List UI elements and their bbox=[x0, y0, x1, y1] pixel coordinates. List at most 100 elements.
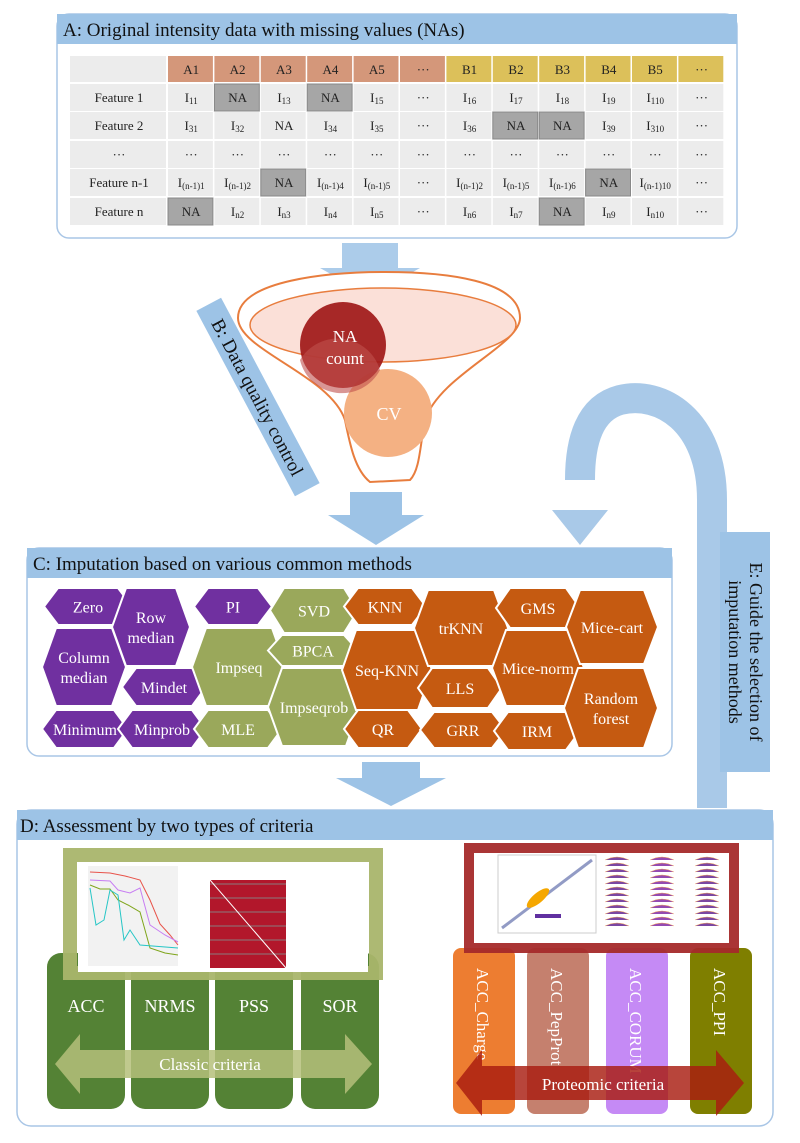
ridgeline bbox=[694, 880, 720, 885]
line-plot bbox=[88, 866, 178, 966]
cell-value: ··· bbox=[695, 147, 708, 162]
table-cell bbox=[260, 84, 306, 111]
table-cell bbox=[446, 84, 492, 111]
density-core bbox=[526, 888, 550, 908]
cell-subscript: (n-1)1 bbox=[182, 181, 205, 191]
column-header bbox=[307, 56, 353, 82]
method-label: Zero bbox=[73, 600, 103, 617]
cell-value: ··· bbox=[649, 147, 662, 162]
table-cell bbox=[353, 141, 399, 168]
table-cell bbox=[353, 169, 399, 196]
column-header bbox=[260, 56, 306, 82]
cell-subscript: n10 bbox=[651, 210, 665, 220]
table-cell bbox=[585, 141, 631, 168]
na-count-label-1: NA bbox=[333, 327, 358, 346]
ridgeline bbox=[649, 898, 675, 903]
table-cell bbox=[678, 169, 724, 196]
row-label: Feature 1 bbox=[95, 90, 144, 105]
cell-subscript: 19 bbox=[606, 96, 616, 106]
table-cell bbox=[214, 141, 260, 168]
table-cell bbox=[678, 141, 724, 168]
column-header bbox=[168, 56, 213, 82]
proteomic-criterion-label: ACC_CORUM bbox=[626, 968, 645, 1074]
table-cell bbox=[400, 84, 445, 111]
plot-line bbox=[89, 887, 179, 949]
ridgeline bbox=[604, 916, 630, 921]
panel-d: D: Assessment by two types of criteria A… bbox=[16, 809, 774, 1127]
table-cell bbox=[353, 198, 399, 225]
cell-value: NA bbox=[275, 118, 294, 133]
table-cell bbox=[585, 112, 631, 139]
method-label: IRM bbox=[522, 724, 552, 741]
table-cell bbox=[400, 198, 445, 225]
cell-value: ··· bbox=[695, 204, 708, 219]
column-header bbox=[214, 56, 260, 82]
row-label: ··· bbox=[113, 147, 126, 162]
table-cell bbox=[539, 141, 585, 168]
method-hexagon bbox=[40, 627, 128, 707]
ridgeline bbox=[604, 892, 630, 897]
ridgeline bbox=[694, 856, 720, 861]
table-cell bbox=[400, 141, 445, 168]
ridgeline bbox=[694, 868, 720, 873]
proteomic-criterion-label: ACC_PPI bbox=[710, 968, 729, 1036]
missing-value-cell bbox=[492, 111, 539, 140]
method-hexagon bbox=[564, 589, 660, 665]
ridgeline bbox=[694, 916, 720, 921]
table-cell bbox=[353, 112, 399, 139]
cell-subscript: (n-1)2 bbox=[229, 181, 252, 191]
cell-subscript: (n-1)10 bbox=[644, 181, 671, 191]
method-label: Random bbox=[584, 691, 639, 708]
table-cell bbox=[400, 112, 445, 139]
ridgeline bbox=[649, 916, 675, 921]
table-cell bbox=[307, 169, 353, 196]
cell-subscript: 11 bbox=[189, 96, 198, 106]
table-cell bbox=[307, 112, 353, 139]
column-header bbox=[353, 56, 399, 82]
cell-subscript: (n-1)4 bbox=[321, 181, 344, 191]
row-label: Feature 2 bbox=[95, 118, 144, 133]
ridgeline bbox=[694, 910, 720, 915]
cell-value: ··· bbox=[556, 147, 569, 162]
cell-subscript: 32 bbox=[235, 124, 244, 134]
cell-subscript: 15 bbox=[374, 96, 384, 106]
table-cell bbox=[492, 84, 538, 111]
method-label: Column bbox=[58, 650, 110, 667]
plot-frame bbox=[63, 848, 383, 980]
table-cell bbox=[168, 141, 213, 168]
cell-value: NA bbox=[182, 204, 201, 219]
table-cell bbox=[168, 169, 213, 196]
cell-value: ··· bbox=[231, 147, 244, 162]
missing-value-cell bbox=[585, 168, 631, 197]
panel-a-title: A: Original intensity data with missing … bbox=[63, 20, 465, 41]
missing-value-cell bbox=[167, 197, 214, 226]
table-cell bbox=[260, 198, 306, 225]
ridgeline bbox=[649, 922, 675, 927]
down-arrow-icon bbox=[320, 243, 420, 296]
table-cell bbox=[632, 112, 677, 139]
ridgeline bbox=[604, 910, 630, 915]
classic-criteria-label: Classic criteria bbox=[159, 1055, 261, 1074]
ridgeline bbox=[694, 904, 720, 909]
table-cell bbox=[632, 141, 677, 168]
table-cell bbox=[168, 112, 213, 139]
column-header-label: A3 bbox=[276, 62, 292, 77]
ridgeline bbox=[694, 886, 720, 891]
cell-subscript: 31 bbox=[189, 124, 198, 134]
method-hexagon bbox=[562, 667, 660, 749]
cell-subscript: 110 bbox=[651, 96, 665, 106]
cv-label: CV bbox=[376, 404, 401, 424]
row-header bbox=[70, 169, 166, 196]
ridgeline bbox=[649, 856, 675, 861]
proteomic-criteria-label: Proteomic criteria bbox=[542, 1075, 665, 1094]
overlap bbox=[300, 338, 380, 394]
table-cell bbox=[446, 141, 492, 168]
table-cell bbox=[214, 198, 260, 225]
ridgeline bbox=[649, 880, 675, 885]
panel-c-title: C: Imputation based on various common me… bbox=[33, 554, 412, 575]
cell-subscript: (n-1)5 bbox=[368, 181, 391, 191]
cell-subscript: n9 bbox=[606, 210, 616, 220]
table-cell bbox=[307, 198, 353, 225]
method-label: forest bbox=[593, 711, 630, 728]
